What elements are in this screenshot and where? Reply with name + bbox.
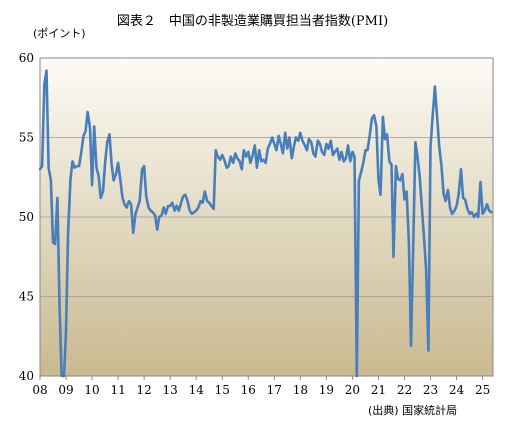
- x-tick-label: 12: [136, 383, 151, 397]
- x-tick-label: 20: [345, 383, 360, 397]
- x-tick-label: 11: [110, 383, 125, 397]
- x-tick-label: 16: [241, 383, 256, 397]
- y-tick-label: 55: [19, 131, 34, 145]
- x-tick-label: 15: [215, 383, 230, 397]
- x-tick-label: 19: [319, 383, 334, 397]
- x-tick-label: 25: [475, 383, 490, 397]
- y-axis-ticks: 40 45 50 55 60: [19, 51, 34, 383]
- x-tick-label: 21: [371, 383, 386, 397]
- y-axis-unit-label: (ポイント): [33, 27, 86, 40]
- y-tick-label: 40: [19, 369, 34, 383]
- plot-border: [39, 57, 494, 377]
- x-tick-label: 13: [163, 383, 178, 397]
- source-note: (出典) 国家統計局: [368, 403, 457, 417]
- x-tick-label: 18: [293, 383, 308, 397]
- y-tick-label: 50: [19, 210, 34, 224]
- x-tick-label: 23: [423, 383, 438, 397]
- x-tick-label: 24: [449, 383, 465, 397]
- x-tick-label: 10: [84, 383, 99, 397]
- x-axis-ticks: 08 09 10 11 12 13 14 15 16 17 18 19 20 21 22 23 24 25: [32, 376, 490, 397]
- y-tick-label: 60: [19, 51, 34, 65]
- x-tick-label: 22: [397, 383, 412, 397]
- y-tick-label: 45: [19, 290, 34, 304]
- gridlines: [40, 137, 493, 297]
- x-tick-label: 08: [32, 383, 47, 397]
- x-tick-label: 09: [58, 383, 73, 397]
- x-tick-label: 17: [267, 383, 282, 397]
- pmi-series-line: [38, 69, 493, 378]
- x-tick-label: 14: [189, 383, 205, 397]
- chart-title: 図表２ 中国の非製造業購買担当者指数(PMI): [116, 14, 389, 29]
